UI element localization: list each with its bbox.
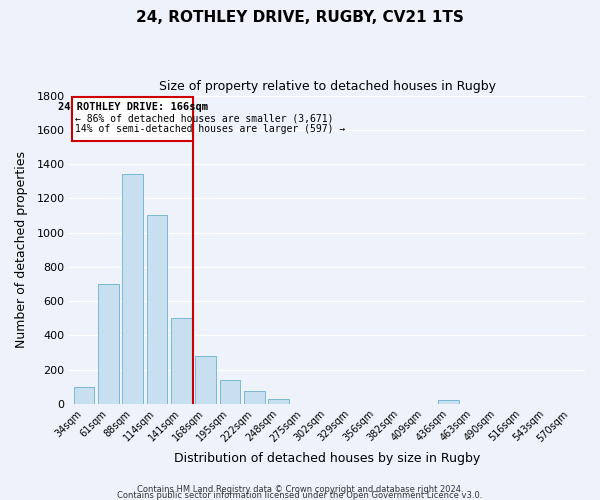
Bar — [74, 386, 94, 404]
Bar — [244, 391, 265, 404]
Text: Contains HM Land Registry data © Crown copyright and database right 2024.: Contains HM Land Registry data © Crown c… — [137, 484, 463, 494]
Text: 24 ROTHLEY DRIVE: 166sqm: 24 ROTHLEY DRIVE: 166sqm — [58, 102, 208, 113]
X-axis label: Distribution of detached houses by size in Rugby: Distribution of detached houses by size … — [174, 452, 480, 465]
Text: 24, ROTHLEY DRIVE, RUGBY, CV21 1TS: 24, ROTHLEY DRIVE, RUGBY, CV21 1TS — [136, 10, 464, 25]
Bar — [122, 174, 143, 404]
Bar — [220, 380, 240, 404]
Bar — [268, 398, 289, 404]
Bar — [439, 400, 459, 404]
Y-axis label: Number of detached properties: Number of detached properties — [15, 151, 28, 348]
FancyBboxPatch shape — [72, 98, 193, 141]
Bar — [146, 216, 167, 404]
Bar — [171, 318, 191, 404]
Bar — [98, 284, 119, 404]
Title: Size of property relative to detached houses in Rugby: Size of property relative to detached ho… — [158, 80, 496, 93]
Text: ← 86% of detached houses are smaller (3,671): ← 86% of detached houses are smaller (3,… — [76, 114, 334, 124]
Bar — [195, 356, 216, 404]
Text: Contains public sector information licensed under the Open Government Licence v3: Contains public sector information licen… — [118, 490, 482, 500]
Text: 14% of semi-detached houses are larger (597) →: 14% of semi-detached houses are larger (… — [76, 124, 346, 134]
